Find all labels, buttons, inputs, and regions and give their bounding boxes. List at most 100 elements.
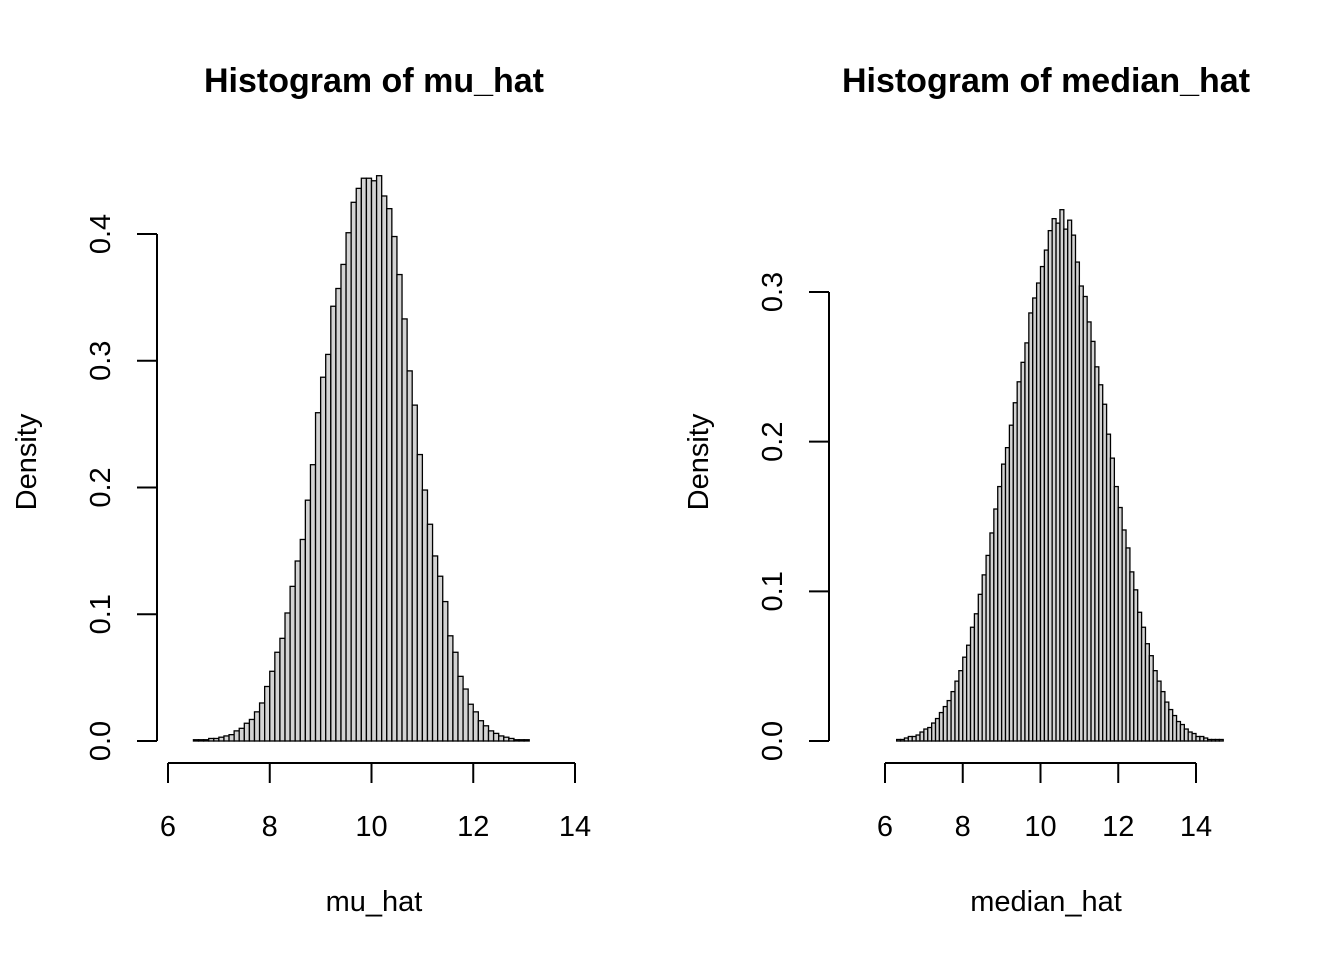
histogram-bar — [442, 600, 449, 742]
histogram-bar — [340, 263, 347, 742]
histogram-bar — [269, 670, 276, 742]
x-axis-2: 6 8 10 12 14 — [877, 762, 1212, 843]
x-tick-label: 6 — [160, 811, 176, 843]
y-tick-label: 0.3 — [85, 341, 117, 381]
histogram-bar — [284, 612, 291, 742]
histogram-bar — [513, 739, 520, 742]
y-tick-label: 0.2 — [85, 467, 117, 507]
chart-title-1: Histogram of mu_hat — [204, 62, 544, 100]
histogram-bar — [330, 305, 337, 742]
histogram-bar — [477, 720, 485, 742]
histogram-bar — [426, 523, 434, 742]
y-tick-label: 0.2 — [757, 422, 789, 462]
histogram-bar — [375, 175, 383, 742]
histogram-bar — [253, 711, 261, 742]
histogram-bar — [396, 273, 403, 742]
bars-group-1 — [192, 175, 530, 742]
y-tick-label: 0.0 — [757, 721, 789, 761]
histogram-bar — [467, 703, 474, 742]
y-tick-label: 0.0 — [85, 721, 117, 761]
histogram-bar — [1218, 738, 1224, 742]
histogram-bar — [508, 737, 515, 742]
histogram-bar — [487, 730, 495, 742]
histogram-bar — [421, 489, 429, 742]
panel-median-hat: Histogram of median_hat median_hat Densi… — [683, 62, 1250, 918]
histogram-bar — [248, 718, 256, 742]
x-tick-label: 6 — [877, 811, 893, 843]
histogram-bar — [365, 177, 373, 742]
histogram-bar — [213, 737, 220, 742]
histogram-bar — [381, 195, 388, 742]
histogram-bar — [243, 722, 251, 742]
panel-mu-hat: Histogram of mu_hat mu_hat Density 6 8 10 1… — [11, 62, 591, 918]
histogram-bar — [335, 287, 342, 742]
histogram-bar — [218, 736, 225, 742]
x-tick-label: 12 — [1102, 811, 1134, 843]
y-axis-2: 0.0 0.1 0.2 0.3 — [757, 272, 830, 761]
histogram-bar — [279, 637, 286, 742]
histogram-bar — [319, 376, 327, 742]
histogram-bar — [294, 560, 301, 742]
y-tick-label: 0.1 — [85, 594, 117, 634]
histogram-bar — [309, 464, 317, 742]
chart-title-2: Histogram of median_hat — [842, 62, 1250, 100]
y-tick-label: 0.3 — [757, 272, 789, 312]
y-axis-label-1: Density — [11, 413, 43, 510]
histogram-bar — [436, 575, 444, 742]
x-axis-label-2: median_hat — [970, 886, 1122, 918]
histogram-bar — [264, 685, 271, 742]
histogram-bar — [228, 734, 235, 742]
x-tick-label: 12 — [457, 811, 489, 843]
y-axis-label-2: Density — [683, 413, 715, 510]
histogram-bar — [258, 702, 266, 742]
histogram-bar — [289, 585, 296, 742]
histogram-bar — [482, 725, 490, 742]
y-axis-1: 0.0 0.1 0.2 0.3 0.4 — [85, 214, 158, 761]
x-tick-label: 14 — [1180, 811, 1212, 843]
histogram-bar — [518, 739, 525, 742]
histogram-bar — [416, 453, 424, 742]
histogram-bar — [462, 688, 469, 742]
histogram-bar — [431, 555, 439, 742]
histogram-bar — [391, 235, 398, 742]
x-tick-label: 10 — [1024, 811, 1056, 843]
x-axis-label-1: mu_hat — [326, 886, 423, 918]
histogram-bar — [274, 651, 281, 742]
histogram-bar — [447, 635, 454, 742]
histogram-bar — [386, 207, 393, 742]
histogram-bar — [197, 739, 205, 742]
x-tick-label: 8 — [262, 811, 278, 843]
histogram-bar — [192, 739, 200, 742]
x-tick-label: 8 — [955, 811, 971, 843]
histogram-bar — [523, 739, 530, 742]
histogram-bar — [355, 187, 362, 742]
histogram-bar — [223, 735, 230, 742]
histogram-bar — [452, 651, 459, 742]
histogram-bar — [406, 370, 413, 742]
histogram-bar — [503, 736, 510, 742]
histogram-bar — [304, 499, 312, 742]
x-tick-label: 10 — [355, 811, 387, 843]
x-axis-1: 6 8 10 12 14 — [160, 762, 591, 843]
histogram-bar — [370, 180, 378, 742]
bars-group-2 — [896, 209, 1224, 742]
histogram-bar — [238, 727, 245, 742]
histogram-bar — [233, 730, 240, 742]
histogram-bar — [299, 538, 307, 742]
histogram-bar — [411, 404, 418, 742]
histogram-bar — [202, 739, 210, 742]
y-tick-label: 0.1 — [757, 571, 789, 611]
histogram-bar — [350, 201, 357, 742]
histogram-bar — [345, 232, 352, 742]
histogram-bar — [360, 177, 368, 742]
histogram-bar — [457, 675, 464, 742]
y-tick-label: 0.4 — [85, 214, 117, 254]
histogram-bar — [472, 711, 479, 742]
histogram-bar — [325, 353, 332, 742]
histogram-bar — [401, 318, 408, 742]
histogram-bar — [492, 732, 500, 742]
histogram-bar — [314, 412, 322, 742]
x-tick-label: 14 — [559, 811, 591, 843]
histogram-bar — [498, 735, 505, 742]
